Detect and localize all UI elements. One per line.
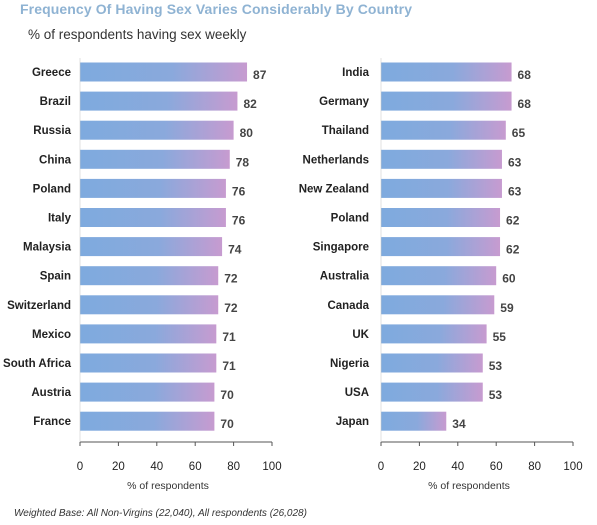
chart-subtitle: % of respondents having sex weekly (28, 27, 247, 42)
right-bar-new-zealand (381, 178, 502, 198)
right-value-label-thailand: 65 (512, 126, 526, 140)
left-value-label-poland: 76 (232, 184, 246, 198)
right-bar-india (381, 62, 512, 82)
right-x-axis-title: % of respondents (428, 480, 510, 492)
left-bar-greece (80, 62, 248, 82)
right-x-tick-label-60: 60 (490, 461, 503, 473)
right-category-label-thailand: Thailand (322, 125, 369, 137)
left-chart-panel: Greece 87 Brazil 82 Russia 80 China 78 Poland 76 I… (3, 58, 282, 492)
left-category-label-russia: Russia (33, 125, 71, 137)
right-value-label-new-zealand: 63 (508, 184, 522, 198)
right-chart-panel: India 68 Germany 68 Thailand 65 Netherlands 63 N… (299, 58, 583, 492)
footnote: Weighted Base: All Non-Virgins (22,040),… (14, 508, 307, 519)
chart-title: Frequency Of Having Sex Varies Considera… (20, 1, 413, 17)
left-value-label-spain: 72 (224, 272, 238, 286)
right-category-label-uk: UK (352, 329, 369, 341)
left-bar-russia (80, 120, 234, 140)
right-category-label-germany: Germany (319, 96, 369, 108)
right-category-label-japan: Japan (336, 416, 369, 428)
left-category-label-south-africa: South Africa (3, 358, 72, 370)
right-x-tick-label-0: 0 (378, 461, 384, 473)
right-bar-germany (381, 91, 512, 111)
right-value-label-india: 68 (518, 68, 532, 82)
left-category-label-china: China (39, 154, 72, 166)
left-value-label-italy: 76 (232, 214, 246, 228)
right-bar-australia (381, 266, 497, 286)
right-category-label-singapore: Singapore (313, 242, 369, 254)
right-category-label-canada: Canada (327, 300, 369, 312)
right-bar-japan (381, 411, 447, 431)
right-value-label-netherlands: 63 (508, 155, 522, 169)
right-value-label-usa: 53 (489, 388, 503, 402)
left-x-tick-label-80: 80 (227, 461, 240, 473)
left-bar-austria (80, 382, 215, 402)
left-bar-spain (80, 266, 219, 286)
left-category-label-austria: Austria (31, 387, 71, 399)
right-value-label-japan: 34 (452, 417, 466, 431)
left-bar-italy (80, 208, 226, 227)
left-value-label-france: 70 (220, 417, 234, 431)
right-category-label-usa: USA (345, 387, 369, 399)
left-category-label-mexico: Mexico (32, 329, 71, 341)
right-bar-uk (381, 324, 487, 344)
left-value-label-austria: 70 (220, 388, 234, 402)
right-value-label-uk: 55 (493, 330, 507, 344)
right-x-tick-label-20: 20 (413, 461, 426, 473)
right-bar-nigeria (381, 353, 483, 373)
left-x-axis-title: % of respondents (127, 480, 209, 492)
left-category-label-switzerland: Switzerland (7, 300, 71, 312)
right-category-label-australia: Australia (320, 271, 370, 283)
right-category-label-india: India (342, 67, 369, 79)
left-category-label-brazil: Brazil (40, 96, 71, 108)
left-value-label-russia: 80 (240, 126, 254, 140)
left-x-tick-label-100: 100 (262, 461, 281, 473)
left-category-label-poland: Poland (33, 183, 71, 195)
left-value-label-greece: 87 (253, 68, 267, 82)
left-category-label-greece: Greece (32, 67, 71, 79)
right-bar-poland (381, 208, 501, 227)
left-bar-poland (80, 178, 226, 198)
left-x-tick-label-40: 40 (150, 461, 163, 473)
right-value-label-nigeria: 53 (489, 359, 503, 373)
left-value-label-malaysia: 74 (228, 243, 242, 257)
left-bar-brazil (80, 91, 238, 111)
right-category-label-poland: Poland (331, 213, 369, 225)
left-bar-france (80, 411, 215, 431)
right-bar-usa (381, 382, 483, 402)
left-bar-south-africa (80, 353, 217, 373)
left-bar-malaysia (80, 237, 223, 257)
right-value-label-poland: 62 (506, 214, 520, 228)
right-bar-thailand (381, 120, 506, 140)
left-value-label-china: 78 (236, 155, 250, 169)
left-value-label-brazil: 82 (243, 97, 257, 111)
right-category-label-new-zealand: New Zealand (299, 183, 369, 195)
right-value-label-singapore: 62 (506, 243, 520, 257)
right-bar-netherlands (381, 149, 502, 169)
right-bar-canada (381, 295, 495, 315)
left-bar-mexico (80, 324, 217, 344)
left-x-tick-label-0: 0 (77, 461, 83, 473)
left-bar-switzerland (80, 295, 219, 315)
right-bar-singapore (381, 237, 501, 257)
left-category-label-france: France (33, 416, 71, 428)
right-category-label-nigeria: Nigeria (330, 358, 370, 370)
right-x-tick-label-40: 40 (451, 461, 464, 473)
right-value-label-australia: 60 (502, 272, 516, 286)
left-category-label-spain: Spain (40, 271, 71, 283)
left-x-tick-label-60: 60 (189, 461, 202, 473)
right-x-tick-label-80: 80 (528, 461, 541, 473)
left-category-label-italy: Italy (48, 213, 72, 225)
left-value-label-mexico: 71 (222, 330, 236, 344)
left-x-tick-label-20: 20 (112, 461, 125, 473)
right-value-label-canada: 59 (500, 301, 514, 315)
left-value-label-south-africa: 71 (222, 359, 236, 373)
left-bar-china (80, 149, 230, 169)
left-category-label-malaysia: Malaysia (23, 242, 72, 254)
right-value-label-germany: 68 (518, 97, 532, 111)
right-x-tick-label-100: 100 (563, 461, 582, 473)
right-category-label-netherlands: Netherlands (303, 154, 369, 166)
left-value-label-switzerland: 72 (224, 301, 238, 315)
